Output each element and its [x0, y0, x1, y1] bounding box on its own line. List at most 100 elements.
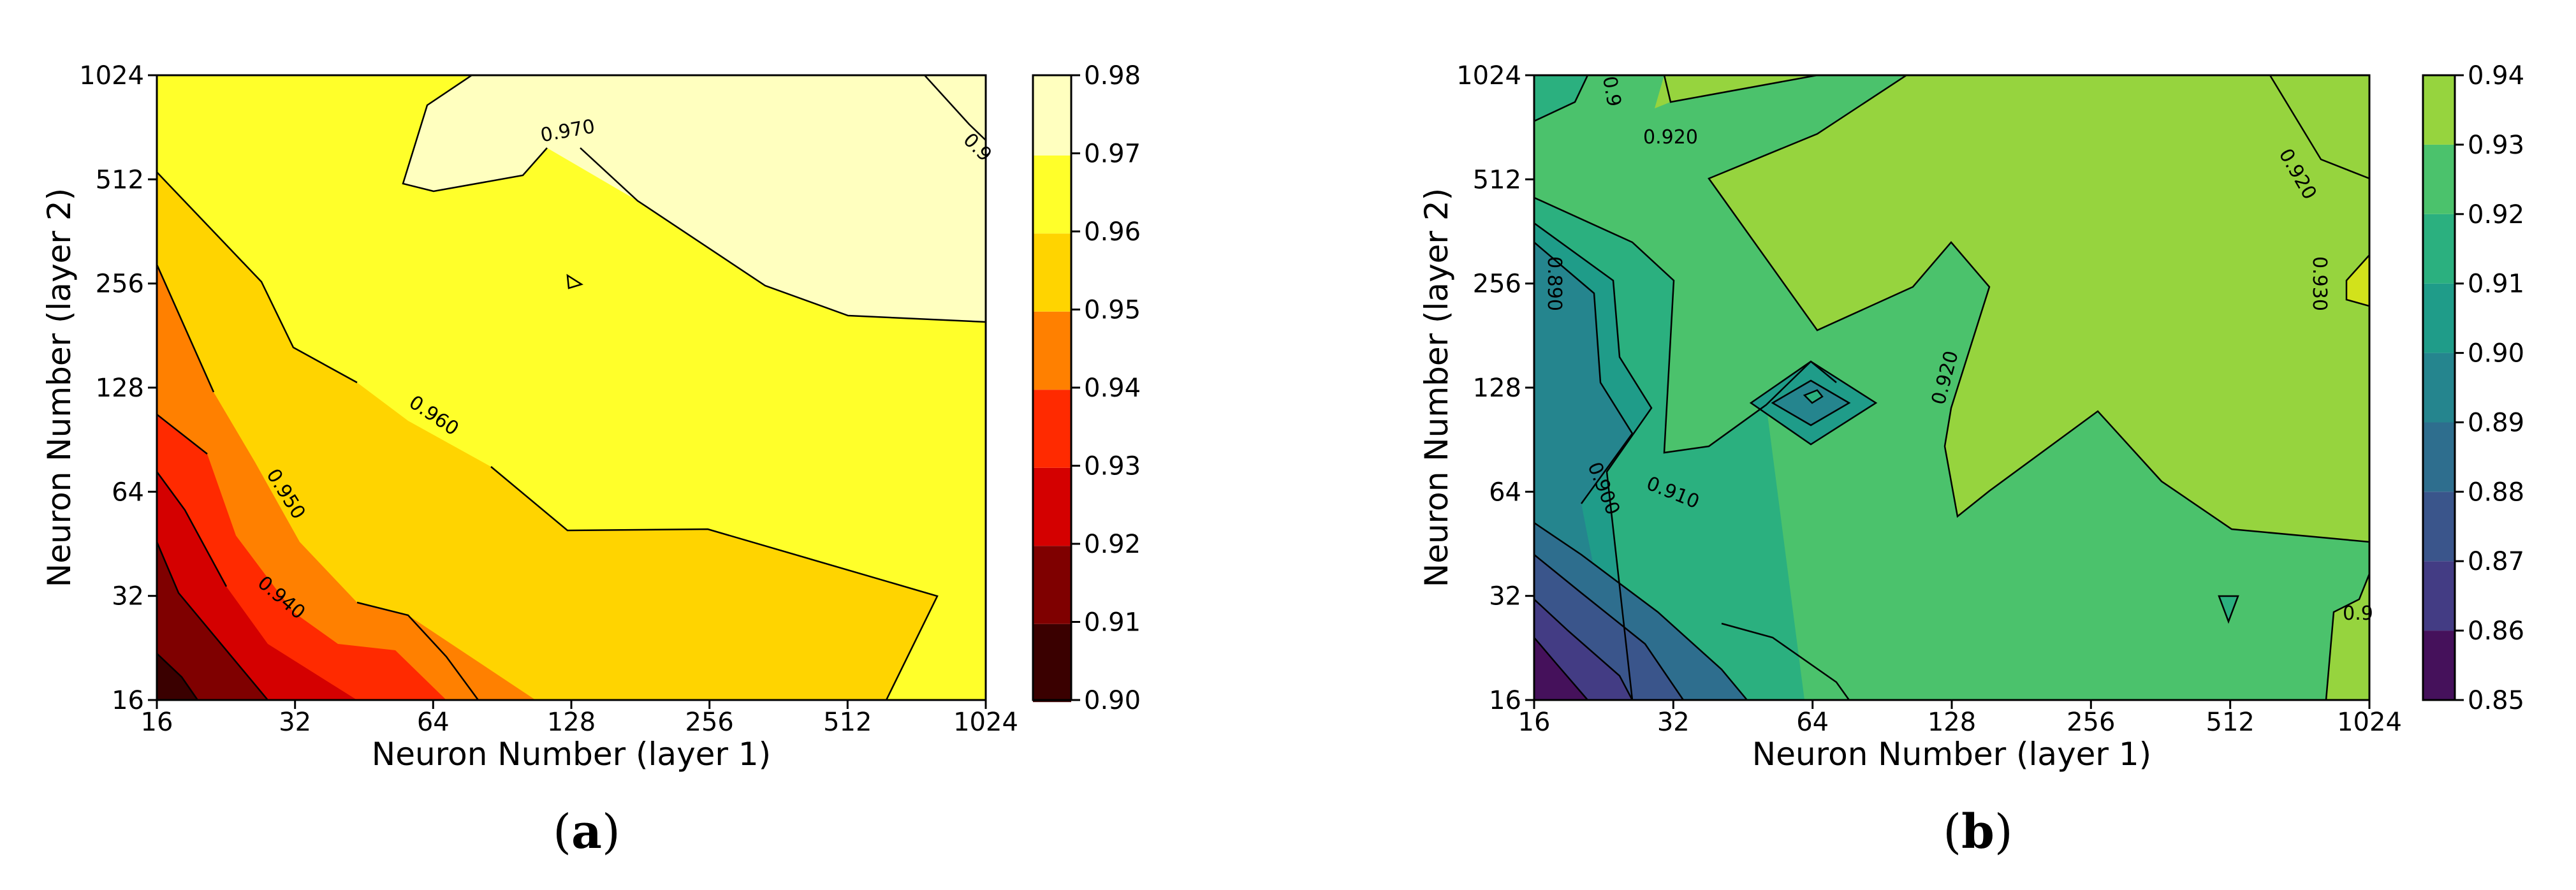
panel-b-colorbar-segment — [2423, 422, 2455, 492]
panel-a-ytick-label: 32 — [112, 582, 144, 611]
panel-a-ytick-label: 16 — [112, 686, 144, 715]
panel-a-xtick-label: 1024 — [953, 708, 1018, 737]
panel-b-label: (b) — [1943, 805, 2013, 859]
panel-b-ytick-label: 128 — [1473, 374, 1521, 403]
panel-b-xtick-label: 512 — [2206, 708, 2255, 737]
panel-b-contour-line — [1803, 389, 1824, 404]
panel-a-contour-line-0.96-a — [157, 171, 358, 384]
panel-a-contour-lines — [157, 75, 986, 700]
panel-b-contour-label-0: 0.920 — [1643, 126, 1698, 149]
panel-a-colorbar-segment — [1033, 155, 1071, 234]
panel-a-ytick-label: 256 — [96, 270, 144, 299]
panel-b-contour-line — [1534, 522, 1748, 700]
panel-a-contour-line-0.91 — [157, 653, 199, 700]
panel-b-ytick-label: 1024 — [1456, 61, 1521, 91]
panel-b-colorbar-tick-label: 0.91 — [2468, 270, 2524, 299]
panel-b-colorbar-tick-label: 0.89 — [2468, 408, 2524, 437]
panel-b-colorbar-tick-label: 0.94 — [2468, 61, 2524, 91]
panel-a-ytick-labels: 16 32 64 128 256 512 1024 — [79, 61, 144, 715]
panel-b-ytick-label: 512 — [1473, 165, 1521, 194]
panel-a-yticks — [148, 74, 157, 701]
panel-b-ytick-label: 256 — [1473, 270, 1521, 299]
panel-a-contour-line-0.94 — [157, 414, 208, 455]
panel-a-colorbar-segment — [1033, 390, 1071, 468]
panel-b-contour-line — [2325, 573, 2369, 700]
panel-b-contour-line — [1534, 637, 1588, 700]
panel-b-fill-level-8 — [1655, 75, 1817, 108]
panel-b-colorbar: 0.85 0.86 0.87 0.88 0.89 0.90 0.91 0.92 … — [2422, 61, 2524, 715]
panel-a-ytick-label: 128 — [96, 374, 144, 403]
panel-b-xtick-labels: 16 32 64 128 256 512 1024 — [1518, 708, 2402, 737]
panel-a-colorbar-tick-label: 0.95 — [1084, 296, 1141, 325]
panel-a-xtick-label: 64 — [417, 708, 450, 737]
panel-b-fill-level-8 — [1709, 75, 2369, 700]
panel-b-colorbar-ticks — [2455, 74, 2464, 701]
panel-b-contour-line — [1534, 599, 1634, 700]
panel-b-contour-line — [1534, 222, 1653, 700]
panel-b-colorbar-segment — [2423, 492, 2455, 562]
panel-b-contour-label-2: 0.930 — [2308, 256, 2331, 311]
panel-b-colorbar-segment — [2423, 283, 2455, 353]
panel-b-fill-level-6 — [1534, 75, 1588, 121]
panel-b-xtick-label: 64 — [1796, 708, 1829, 737]
panel-a-contour-line-0.93 — [157, 471, 228, 587]
panel-b-xtick-label: 128 — [1928, 708, 1976, 737]
panel-b-contour-line — [1721, 622, 1850, 700]
panel-b-xlabel: Neuron Number (layer 1) — [1752, 736, 2151, 773]
panel-a-ytick-label: 1024 — [79, 61, 144, 91]
panel-a-fill-level-5 — [157, 172, 937, 700]
panel-a-xtick-label: 128 — [547, 708, 596, 737]
panel-a-xtick-label: 32 — [279, 708, 311, 737]
panel-a-contour-line-0.97-corner — [924, 75, 986, 141]
panel-a: 0.970 0.960 0.950 0.940 0.9 16 32 64 128… — [41, 61, 1141, 859]
panel-b-contour-lines — [1534, 75, 2369, 700]
panel-b-colorbar-segment — [2423, 214, 2455, 284]
panel-a-colorbar-tick-label: 0.90 — [1084, 686, 1141, 715]
panel-a-ylabel: Neuron Number (layer 2) — [41, 188, 78, 587]
panel-b-xticks — [1533, 700, 2371, 709]
panel-b-xtick-label: 1024 — [2337, 708, 2402, 737]
panel-a-colorbar-tick-label: 0.93 — [1084, 452, 1141, 481]
panel-b-colorbar-segment — [2423, 144, 2455, 214]
panel-a-colorbar-ticks — [1071, 74, 1080, 701]
panel-a-contour-fills — [157, 75, 986, 700]
panel-a-colorbar-segment — [1033, 624, 1071, 703]
panel-a-colorbar-tick-label: 0.98 — [1084, 61, 1141, 91]
panel-a-colorbar-tick-label: 0.92 — [1084, 530, 1141, 559]
panel-a-fill-level-0 — [157, 653, 198, 700]
panel-b-ylabel: Neuron Number (layer 2) — [1418, 188, 1455, 587]
panel-a-xtick-label: 16 — [141, 708, 173, 737]
panel-a-colorbar-segment — [1033, 546, 1071, 624]
panel-b-contour-line — [1534, 75, 1589, 122]
panel-b-xtick-label: 32 — [1657, 708, 1690, 737]
panel-a-xtick-label: 256 — [685, 708, 734, 737]
panel-b-contour-label-3: 0.890 — [1543, 256, 1565, 311]
panel-b-contour-label-8: 0.9 — [2343, 602, 2373, 625]
panel-b-contour-line — [1663, 75, 1818, 103]
panel-b-contour-line — [1771, 379, 1851, 427]
panel-b-contour-line — [1534, 554, 1685, 700]
panel-b-ytick-labels: 16 32 64 128 256 512 1024 — [1456, 61, 1521, 715]
panel-b-contour-line — [2218, 595, 2239, 624]
panel-a-contour-line-0.97-upper — [402, 75, 548, 193]
panel-a-contour-island — [566, 274, 583, 289]
panel-a-contour-line-0.92 — [157, 541, 268, 700]
panel-b-colorbar-tick-label: 0.93 — [2468, 131, 2524, 160]
panel-a-xticks — [156, 700, 987, 709]
panel-b-colorbar-tick-label: 0.85 — [2468, 686, 2524, 715]
panel-b-contour-line — [2269, 75, 2369, 180]
panel-b-fill-level-9 — [2346, 255, 2369, 306]
panel-a-colorbar-segment — [1033, 311, 1071, 390]
panel-b-contour-line — [2345, 254, 2369, 307]
panel-a-colorbar-tick-label: 0.94 — [1084, 374, 1141, 403]
panel-b-contour-line — [1534, 242, 1634, 504]
panel-a-xlabel: Neuron Number (layer 1) — [372, 736, 771, 773]
panel-b-fill-level-0 — [1534, 638, 1588, 700]
panel-a-colorbar-segment — [1033, 75, 1071, 156]
panel-b-colorbar-frame — [2422, 74, 2456, 701]
panel-a-colorbar-segment — [1033, 467, 1071, 546]
panel-a-colorbar: 0.90 0.91 0.92 0.93 0.94 0.95 0.96 0.97 … — [1032, 61, 1141, 715]
panel-b-ytick-label: 16 — [1489, 686, 1521, 715]
panel-b-colorbar-tick-label: 0.92 — [2468, 200, 2524, 230]
